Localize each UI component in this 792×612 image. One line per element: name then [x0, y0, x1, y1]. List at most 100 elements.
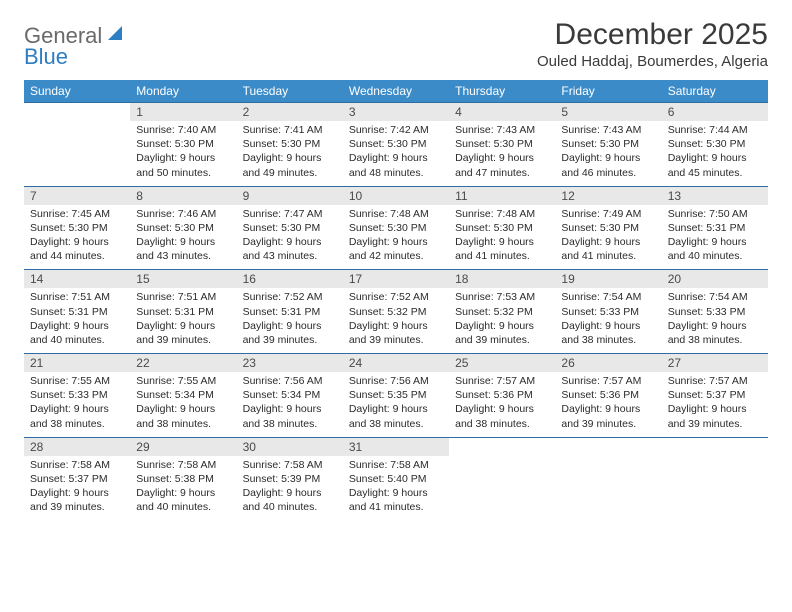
calendar-week: 7Sunrise: 7:45 AMSunset: 5:30 PMDaylight…: [24, 186, 768, 270]
daylight-line: Daylight: 9 hours and 41 minutes.: [455, 235, 549, 263]
day-details: Sunrise: 7:42 AMSunset: 5:30 PMDaylight:…: [343, 121, 449, 186]
sunset-line: Sunset: 5:32 PM: [455, 305, 549, 319]
day-details: Sunrise: 7:54 AMSunset: 5:33 PMDaylight:…: [555, 288, 661, 353]
day-details: Sunrise: 7:47 AMSunset: 5:30 PMDaylight:…: [237, 205, 343, 270]
sunrise-line: Sunrise: 7:50 AM: [668, 207, 762, 221]
sunrise-line: Sunrise: 7:49 AM: [561, 207, 655, 221]
sunrise-line: Sunrise: 7:55 AM: [136, 374, 230, 388]
sunset-line: Sunset: 5:31 PM: [136, 305, 230, 319]
daylight-line: Daylight: 9 hours and 40 minutes.: [136, 486, 230, 514]
day-header-row: SundayMondayTuesdayWednesdayThursdayFrid…: [24, 80, 768, 102]
day-number: 6: [662, 102, 768, 121]
sunrise-line: Sunrise: 7:43 AM: [561, 123, 655, 137]
day-details: Sunrise: 7:57 AMSunset: 5:36 PMDaylight:…: [449, 372, 555, 437]
day-details: Sunrise: 7:43 AMSunset: 5:30 PMDaylight:…: [555, 121, 661, 186]
sunrise-line: Sunrise: 7:57 AM: [455, 374, 549, 388]
daylight-line: Daylight: 9 hours and 43 minutes.: [243, 235, 337, 263]
daylight-line: Daylight: 9 hours and 43 minutes.: [136, 235, 230, 263]
day-number: [449, 437, 555, 456]
sunset-line: Sunset: 5:31 PM: [243, 305, 337, 319]
daylight-line: Daylight: 9 hours and 46 minutes.: [561, 151, 655, 179]
daylight-line: Daylight: 9 hours and 45 minutes.: [668, 151, 762, 179]
calendar-cell: 9Sunrise: 7:47 AMSunset: 5:30 PMDaylight…: [237, 186, 343, 270]
calendar-cell: 14 Sunrise: 7:51 AMSunset: 5:31 PMDayligh…: [24, 269, 130, 353]
day-number: 21: [24, 353, 130, 372]
day-number: 8: [130, 186, 236, 205]
daylight-line: Daylight: 9 hours and 40 minutes.: [30, 319, 124, 347]
calendar-week: 1Sunrise: 7:40 AMSunset: 5:30 PMDaylight…: [24, 102, 768, 186]
sunrise-line: Sunrise: 7:51 AM: [30, 290, 124, 304]
day-details: Sunrise: 7:52 AMSunset: 5:32 PMDaylight:…: [343, 288, 449, 353]
day-number: [555, 437, 661, 456]
sunset-line: Sunset: 5:30 PM: [243, 137, 337, 151]
calendar-cell: 7Sunrise: 7:45 AMSunset: 5:30 PMDaylight…: [24, 186, 130, 270]
sunset-line: Sunset: 5:39 PM: [243, 472, 337, 486]
sunset-line: Sunset: 5:34 PM: [243, 388, 337, 402]
day-number: 4: [449, 102, 555, 121]
day-details: Sunrise: 7:50 AMSunset: 5:31 PMDaylight:…: [662, 205, 768, 270]
day-details: Sunrise: 7:57 AMSunset: 5:36 PMDaylight:…: [555, 372, 661, 437]
calendar-cell: 12Sunrise: 7:49 AMSunset: 5:30 PMDayligh…: [555, 186, 661, 270]
daylight-line: Daylight: 9 hours and 38 minutes.: [136, 402, 230, 430]
day-details: Sunrise: 7:52 AMSunset: 5:31 PMDaylight:…: [237, 288, 343, 353]
daylight-line: Daylight: 9 hours and 47 minutes.: [455, 151, 549, 179]
calendar-cell: 27Sunrise: 7:57 AMSunset: 5:37 PMDayligh…: [662, 353, 768, 437]
sunrise-line: Sunrise: 7:52 AM: [349, 290, 443, 304]
sunset-line: Sunset: 5:30 PM: [30, 221, 124, 235]
day-number: 10: [343, 186, 449, 205]
day-details: Sunrise: 7:49 AMSunset: 5:30 PMDaylight:…: [555, 205, 661, 270]
sunset-line: Sunset: 5:30 PM: [243, 221, 337, 235]
location-text: Ouled Haddaj, Boumerdes, Algeria: [537, 53, 768, 70]
day-number: 7: [24, 186, 130, 205]
calendar-cell: [555, 437, 661, 521]
calendar-cell: 17Sunrise: 7:52 AMSunset: 5:32 PMDayligh…: [343, 269, 449, 353]
sunset-line: Sunset: 5:32 PM: [349, 305, 443, 319]
calendar-cell: 15Sunrise: 7:51 AMSunset: 5:31 PMDayligh…: [130, 269, 236, 353]
sunrise-line: Sunrise: 7:44 AM: [668, 123, 762, 137]
day-number: 2: [237, 102, 343, 121]
day-number: 30: [237, 437, 343, 456]
calendar-cell: 30Sunrise: 7:58 AMSunset: 5:39 PMDayligh…: [237, 437, 343, 521]
day-number: 15: [130, 269, 236, 288]
sunrise-line: Sunrise: 7:54 AM: [668, 290, 762, 304]
month-title: December 2025: [537, 18, 768, 51]
sunrise-line: Sunrise: 7:42 AM: [349, 123, 443, 137]
calendar-cell: [24, 102, 130, 186]
day-number: 9: [237, 186, 343, 205]
day-number: 13: [662, 186, 768, 205]
day-number: 18: [449, 269, 555, 288]
daylight-line: Daylight: 9 hours and 39 minutes.: [136, 319, 230, 347]
day-number: 27: [662, 353, 768, 372]
calendar-cell: 10Sunrise: 7:48 AMSunset: 5:30 PMDayligh…: [343, 186, 449, 270]
calendar-week: 14Sunrise: 7:51 AMSunset: 5:31 PMDayligh…: [24, 269, 768, 353]
calendar-cell: 24Sunrise: 7:56 AMSunset: 5:35 PMDayligh…: [343, 353, 449, 437]
day-details: Sunrise: 7:56 AMSunset: 5:35 PMDaylight:…: [343, 372, 449, 437]
day-details: Sunrise: 7:46 AMSunset: 5:30 PMDaylight:…: [130, 205, 236, 270]
calendar-cell: 8Sunrise: 7:46 AMSunset: 5:30 PMDaylight…: [130, 186, 236, 270]
day-number: 14: [24, 269, 130, 288]
header: General December 2025 Ouled Haddaj, Boum…: [24, 18, 768, 70]
day-number: 20: [662, 269, 768, 288]
day-details: Sunrise: 7:58 AMSunset: 5:40 PMDaylight:…: [343, 456, 449, 521]
day-number: 23: [237, 353, 343, 372]
sunset-line: Sunset: 5:30 PM: [136, 221, 230, 235]
daylight-line: Daylight: 9 hours and 38 minutes.: [455, 402, 549, 430]
day-details: Sunrise: 7:58 AMSunset: 5:37 PMDaylight:…: [24, 456, 130, 521]
sunrise-line: Sunrise: 7:55 AM: [30, 374, 124, 388]
sunset-line: Sunset: 5:38 PM: [136, 472, 230, 486]
calendar-cell: [662, 437, 768, 521]
calendar-cell: 2Sunrise: 7:41 AMSunset: 5:30 PMDaylight…: [237, 102, 343, 186]
calendar-cell: 20Sunrise: 7:54 AMSunset: 5:33 PMDayligh…: [662, 269, 768, 353]
day-details: Sunrise: 7:55 AMSunset: 5:33 PMDaylight:…: [24, 372, 130, 437]
day-details: Sunrise: 7:43 AMSunset: 5:30 PMDaylight:…: [449, 121, 555, 186]
sunrise-line: Sunrise: 7:41 AM: [243, 123, 337, 137]
calendar-cell: 19Sunrise: 7:54 AMSunset: 5:33 PMDayligh…: [555, 269, 661, 353]
day-details: Sunrise: 7:56 AMSunset: 5:34 PMDaylight:…: [237, 372, 343, 437]
sunset-line: Sunset: 5:31 PM: [30, 305, 124, 319]
brand-word2-wrap: Blue: [24, 44, 68, 70]
calendar-cell: 5Sunrise: 7:43 AMSunset: 5:30 PMDaylight…: [555, 102, 661, 186]
calendar-cell: [449, 437, 555, 521]
sunset-line: Sunset: 5:30 PM: [349, 221, 443, 235]
daylight-line: Daylight: 9 hours and 39 minutes.: [30, 486, 124, 514]
day-number: 5: [555, 102, 661, 121]
